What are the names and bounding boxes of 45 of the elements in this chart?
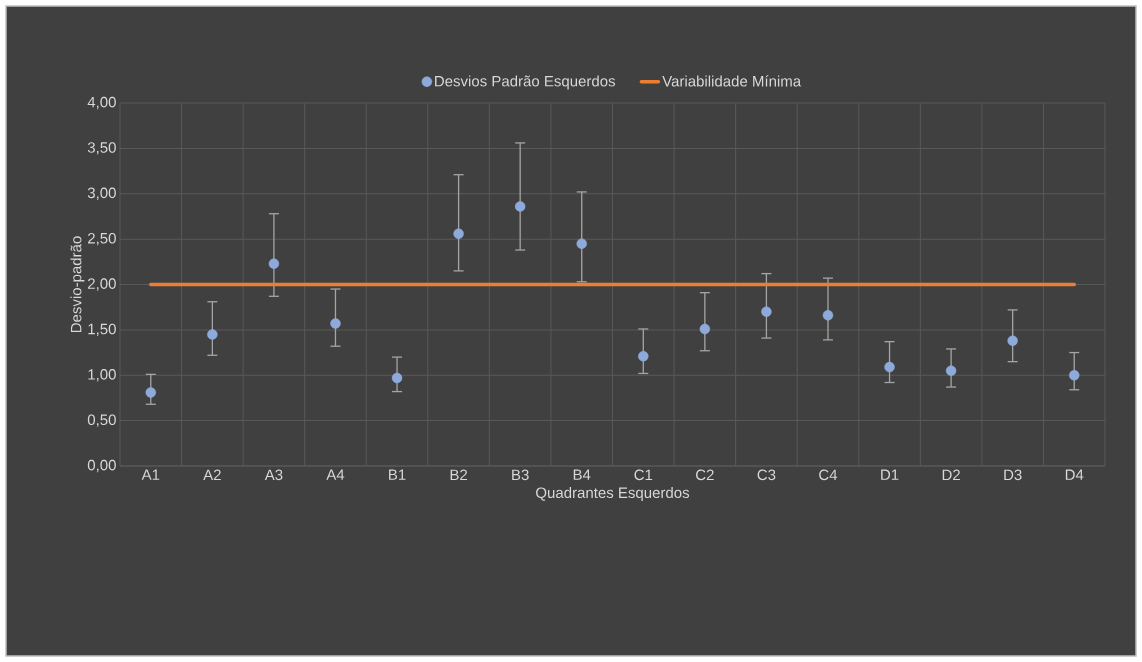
point [391, 372, 403, 384]
y-tick-label: 1,50 [88, 323, 116, 337]
point [945, 365, 957, 376]
x-tick-label: D3 [1004, 469, 1022, 481]
y-tick-label: 0,50 [87, 414, 116, 427]
y-tick-label: 2,50 [88, 232, 116, 246]
x-tick-label: A2 [203, 469, 221, 480]
x-tick-label: A1 [141, 469, 160, 480]
point [884, 361, 895, 373]
y-tick-label: 2,00 [88, 278, 116, 291]
x-tick-label: B4 [573, 469, 591, 480]
y-tick-label: 3,00 [87, 187, 116, 200]
x-tick-label: C1 [634, 469, 653, 481]
x-tick-label: D4 [1065, 469, 1084, 480]
point [268, 258, 280, 269]
x-tick-label: A4 [326, 469, 345, 480]
y-tick-label: 4,00 [87, 96, 116, 110]
x-tick-label: C4 [819, 469, 838, 481]
y-tick-label: 0,00 [87, 459, 116, 473]
x-tick-label: A3 [264, 469, 283, 481]
point [761, 306, 772, 317]
point [576, 238, 587, 249]
point [514, 201, 526, 212]
point [330, 318, 341, 329]
point [1069, 370, 1080, 381]
y-axis-title: Desvio-padrão [70, 236, 85, 333]
y-tick-label: 1,00 [88, 369, 116, 382]
point [822, 310, 834, 321]
x-tick-label: B2 [450, 469, 468, 480]
point [207, 329, 218, 340]
x-tick-label: D2 [942, 469, 960, 480]
y-tick-label: 3,50 [87, 142, 116, 155]
x-tick-label: C3 [757, 469, 776, 481]
legend-label: Variabilidade Mínima [662, 75, 802, 87]
point [145, 387, 156, 398]
point [638, 350, 649, 362]
x-tick-label: C2 [696, 469, 714, 481]
legend-label: Desvios Padrão Esquerdos [435, 75, 616, 90]
point [453, 228, 464, 239]
point [699, 323, 711, 335]
x-tick-label: B1 [389, 469, 406, 480]
x-tick-label: B3 [512, 469, 529, 481]
x-tick-label: D1 [881, 469, 899, 480]
point [1007, 335, 1018, 346]
x-axis-title: Quadrantes Esquerdos [536, 487, 690, 501]
